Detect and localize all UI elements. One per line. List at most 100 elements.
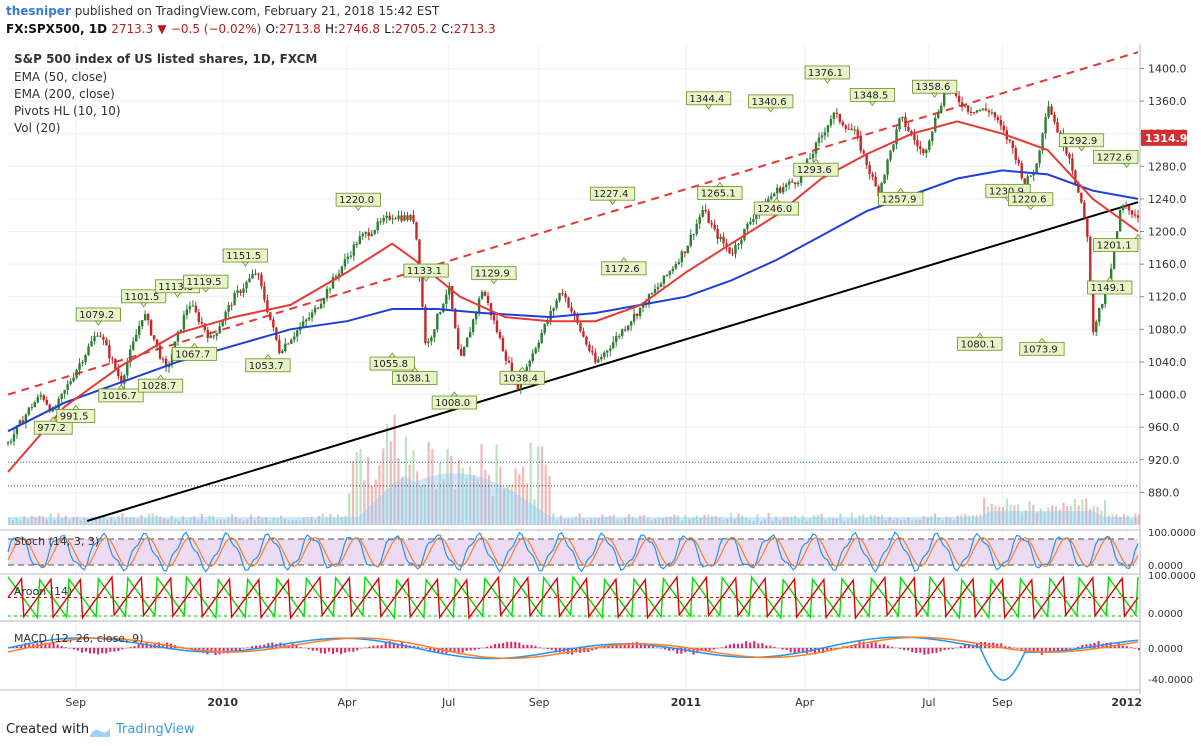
volume-bar — [669, 516, 672, 525]
candle-body — [93, 336, 96, 342]
candle-body — [635, 313, 639, 316]
candle-body — [880, 183, 883, 197]
ema200-legend[interactable]: EMA (200, close) — [14, 87, 115, 101]
volume-bar — [238, 518, 241, 525]
volume-bar — [503, 488, 506, 525]
pivot-value: 977.2 — [37, 423, 66, 434]
pivot-label: 1246.0 — [753, 197, 800, 216]
pivot-value: 1340.6 — [752, 97, 787, 108]
volume-bar — [147, 514, 151, 525]
candle-body — [191, 305, 195, 307]
macd-hist-bar — [724, 645, 727, 648]
candle-body — [215, 333, 218, 336]
volume-bar — [703, 514, 706, 525]
volume-bar — [249, 514, 253, 525]
macd-hist-bar — [307, 648, 310, 650]
candle-body — [668, 271, 672, 276]
volume-bar — [412, 450, 415, 525]
candle-body — [531, 353, 534, 361]
macd-hist-bar — [769, 645, 772, 648]
candle-body — [943, 92, 946, 106]
volume-bar — [193, 516, 196, 525]
volume-bar — [151, 513, 154, 525]
candle-body — [430, 337, 433, 342]
candle-body — [120, 376, 123, 384]
pivot-pointer — [411, 366, 419, 372]
pivots-legend[interactable]: Pivots HL (10, 10) — [14, 104, 121, 118]
candle-body — [594, 352, 597, 363]
candle-body — [776, 187, 779, 194]
volume-bar — [767, 513, 770, 525]
macd-hist-bar — [161, 644, 164, 648]
macd-hist-bar — [818, 648, 821, 653]
aroon-down-line — [7, 575, 1139, 620]
pane-tick-label: 0.0000 — [1148, 561, 1183, 572]
macd-hist-bar — [550, 648, 553, 650]
candle-body — [603, 352, 606, 357]
volume-bar — [1020, 512, 1024, 525]
candle-body — [227, 305, 230, 312]
candle-body — [206, 330, 209, 338]
volume-bar — [457, 459, 460, 525]
pivot-value: 1149.1 — [1091, 283, 1126, 294]
pivot-value: 1038.1 — [396, 373, 431, 384]
volume-bar — [280, 515, 283, 525]
volume-bar — [1092, 506, 1095, 525]
price-axis[interactable]: 880.0 920.0 960.0 1000.0 1040.0 1080.0 1120.0 1… — [1139, 44, 1187, 694]
candle-body — [799, 172, 803, 183]
pivot-pointer — [264, 354, 272, 360]
volume-bar — [737, 513, 740, 525]
volume-bar — [227, 516, 230, 525]
pivot-value: 1067.7 — [175, 349, 210, 360]
macd-hist-bar — [352, 648, 355, 652]
macd-hist-bar — [76, 648, 79, 651]
author-link[interactable]: thesniper — [6, 4, 71, 18]
candle-body — [820, 135, 824, 138]
macd-hist-bar — [830, 648, 833, 650]
volume-bar — [45, 519, 48, 525]
candle-body — [793, 182, 797, 184]
volume-bar — [892, 519, 895, 525]
candle-body — [552, 308, 555, 311]
candle-body — [919, 146, 922, 150]
macd-hist-bar — [757, 643, 760, 648]
candle-body — [1029, 175, 1032, 177]
candle-body — [1109, 268, 1113, 287]
volume-bar — [658, 517, 661, 525]
volume-bar — [828, 518, 831, 525]
ema50-legend[interactable]: EMA (50, close) — [14, 70, 108, 84]
candle-body — [937, 113, 940, 118]
volume-bar — [178, 520, 181, 525]
time-axis[interactable]: Sep 2010 Apr Jul Sep 2011 Apr Jul Sep 2012 — [0, 689, 1142, 709]
candle-body — [337, 273, 341, 277]
candle-body — [1065, 147, 1068, 154]
candle-body — [779, 187, 782, 193]
change-value: −0.5 (−0.02%) — [170, 22, 262, 36]
candle-body — [492, 315, 496, 321]
candle-body — [343, 259, 347, 267]
candle-body — [1101, 303, 1104, 309]
macd-hist-bar — [1032, 648, 1035, 652]
volume-bar — [593, 518, 596, 525]
aroon-legend[interactable]: Aroon (14) — [14, 585, 73, 598]
macd-hist-bar — [587, 648, 590, 652]
macd-line — [7, 636, 1139, 681]
tradingview-brand-link[interactable]: TradingView — [116, 722, 195, 737]
macd-legend[interactable]: MACD (12, 26, close, 9) — [14, 632, 144, 645]
macd-hist-bar — [457, 648, 460, 655]
stoch-legend[interactable]: Stoch (14, 3, 3) — [14, 535, 100, 548]
macd-hist-bar — [1024, 648, 1027, 651]
pivot-pointer — [1038, 337, 1046, 343]
candle-body — [546, 320, 549, 325]
candle-body — [901, 116, 904, 119]
volume-bar — [431, 449, 434, 525]
candle-body — [42, 395, 45, 400]
volume-legend[interactable]: Vol (20) — [14, 121, 61, 135]
candle-body — [847, 128, 850, 130]
candle-body — [99, 335, 102, 337]
candle-body — [549, 310, 552, 321]
symbol-label[interactable]: FX:SPX500, 1D — [6, 22, 108, 36]
trend-lines[interactable] — [7, 51, 1139, 522]
macd-hist-bar — [1056, 648, 1059, 653]
